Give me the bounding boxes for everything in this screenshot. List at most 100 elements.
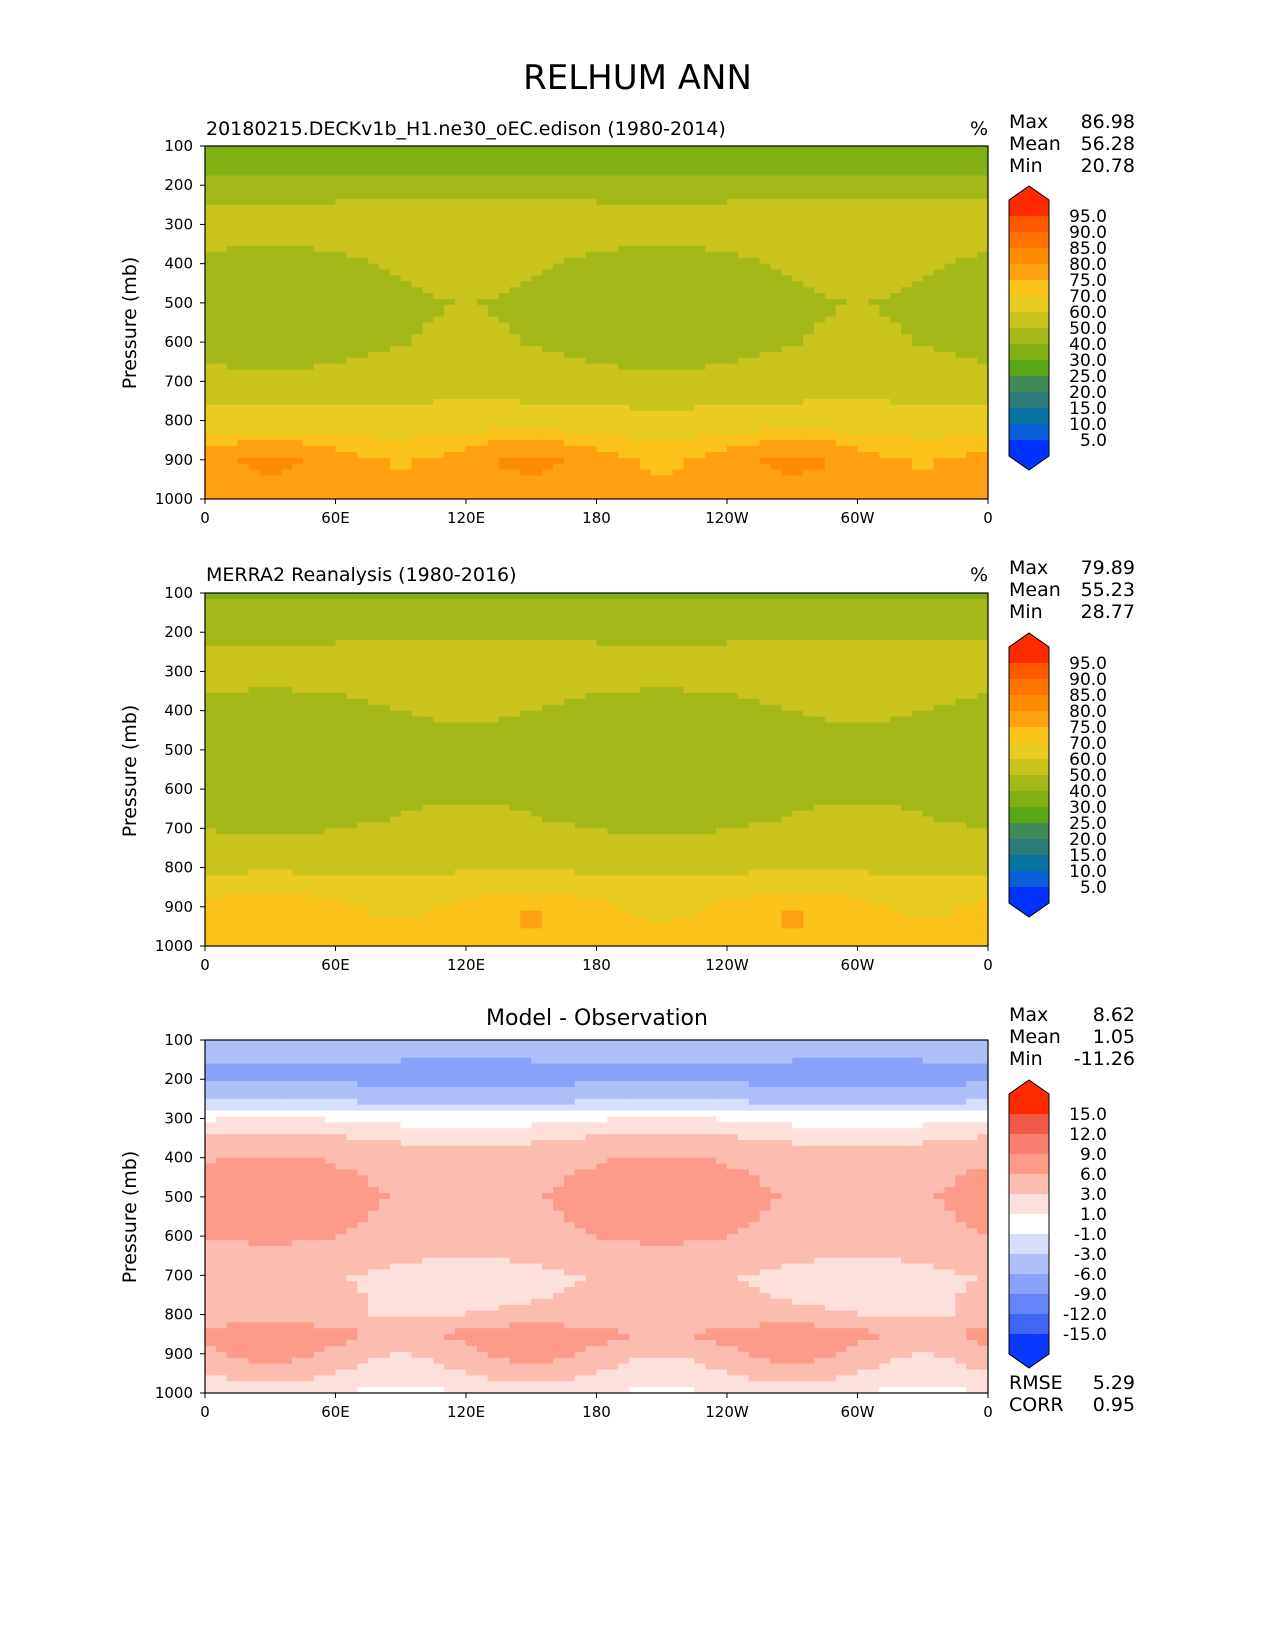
contour-cell xyxy=(955,375,967,382)
contour-cell xyxy=(226,228,239,235)
contour-cell xyxy=(868,169,880,177)
contour-cell xyxy=(748,287,761,294)
contour-cell xyxy=(357,410,369,418)
contour-cell xyxy=(476,610,489,618)
contour-cell xyxy=(770,493,782,499)
contour-cell xyxy=(215,622,228,629)
contour-cell xyxy=(901,475,913,482)
contour-cell xyxy=(705,322,717,329)
contour-cell xyxy=(618,163,630,171)
contour-cell xyxy=(803,463,815,471)
contour-cell xyxy=(933,493,946,499)
contour-cell xyxy=(553,234,565,241)
contour-cell xyxy=(379,157,391,165)
contour-cell xyxy=(716,357,728,365)
contour-cell xyxy=(357,151,369,159)
contour-cell xyxy=(292,240,304,247)
contour-cell xyxy=(205,251,217,259)
contour-cell xyxy=(716,604,728,612)
contour-cell xyxy=(596,457,608,465)
contour-cell xyxy=(553,216,565,224)
contour-cell xyxy=(705,316,717,324)
contour-cell xyxy=(270,310,282,318)
contour-cell xyxy=(629,416,641,424)
contour-cell xyxy=(922,257,935,265)
contour-cell xyxy=(270,369,282,377)
contour-cell xyxy=(509,463,521,471)
contour-cell xyxy=(379,281,391,288)
contour-cell xyxy=(498,210,511,218)
contour-cell xyxy=(814,363,826,371)
contour-cell xyxy=(270,251,282,259)
contour-cell xyxy=(835,246,848,253)
contour-cell xyxy=(259,228,271,235)
contour-cell xyxy=(259,234,271,241)
contour-cell xyxy=(694,463,706,471)
contour-cell xyxy=(650,434,663,441)
contour-cell xyxy=(574,316,587,324)
contour-cell xyxy=(814,340,826,347)
contour-cell xyxy=(270,457,282,465)
contour-cell xyxy=(727,187,739,194)
contour-cell xyxy=(498,604,511,612)
contour-cell xyxy=(302,387,315,394)
contour-cell xyxy=(683,157,695,165)
contour-cell xyxy=(368,451,380,459)
contour-cell xyxy=(324,181,337,188)
contour-cell xyxy=(759,251,772,259)
contour-cell xyxy=(389,381,402,388)
contour-cell xyxy=(835,440,848,447)
contour-cell xyxy=(433,322,445,329)
contour-cell xyxy=(313,210,326,218)
contour-cell xyxy=(759,434,772,441)
contour-cell xyxy=(661,598,674,606)
contour-cell xyxy=(629,593,641,600)
contour-cell xyxy=(770,193,782,200)
contour-cell xyxy=(542,398,554,406)
contour-cell xyxy=(683,387,695,394)
contour-cell xyxy=(215,357,228,365)
contour-cell xyxy=(846,469,859,477)
contour-cell xyxy=(857,340,869,347)
contour-cell xyxy=(292,610,304,618)
contour-cell xyxy=(585,493,598,499)
contour-cell xyxy=(281,610,293,618)
contour-cell xyxy=(966,322,978,329)
contour-cell xyxy=(259,616,271,624)
contour-cell xyxy=(661,634,674,641)
contour-cell xyxy=(781,463,793,471)
contour-cell xyxy=(487,416,500,424)
contour-cell xyxy=(879,228,891,235)
contour-cell xyxy=(400,375,413,382)
contour-cell xyxy=(574,304,587,312)
contour-cell xyxy=(476,287,489,294)
contour-cell xyxy=(661,204,674,212)
contour-cell xyxy=(672,246,685,253)
contour-cell xyxy=(792,440,804,447)
contour-cell xyxy=(911,593,924,600)
contour-cell xyxy=(281,451,293,459)
contour-cell xyxy=(411,475,424,482)
contour-cell xyxy=(640,369,652,377)
contour-cell xyxy=(237,216,250,224)
contour-cell xyxy=(455,151,467,159)
contour-cell xyxy=(400,204,413,212)
contour-cell xyxy=(476,404,489,412)
contour-cell xyxy=(607,269,619,277)
contour-cell xyxy=(814,469,826,477)
contour-cell xyxy=(585,251,598,259)
contour-cell xyxy=(433,593,445,600)
contour-cell xyxy=(433,216,445,224)
contour-cell xyxy=(770,410,782,418)
contour-cell xyxy=(955,493,967,499)
contour-cell xyxy=(618,357,630,365)
contour-cell xyxy=(585,610,598,618)
contour-cell xyxy=(335,351,347,359)
contour-cell xyxy=(629,375,641,382)
contour-cell xyxy=(672,387,685,394)
contour-cell xyxy=(574,328,587,335)
contour-cell xyxy=(324,228,337,235)
contour-cell xyxy=(803,404,815,412)
contour-cell xyxy=(770,598,782,606)
contour-cell xyxy=(433,204,445,212)
